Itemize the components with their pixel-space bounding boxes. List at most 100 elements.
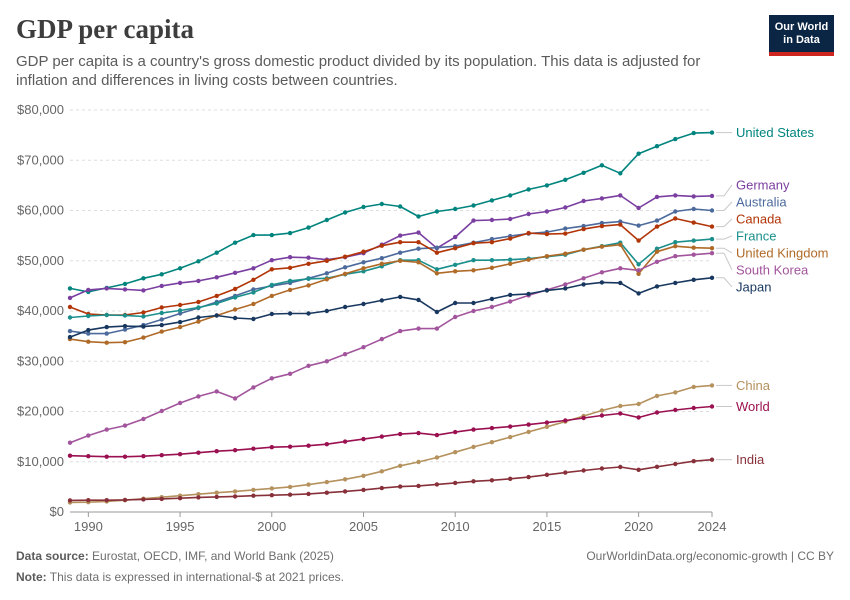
data-point[interactable] xyxy=(618,222,623,227)
data-point[interactable] xyxy=(141,497,146,502)
data-point[interactable] xyxy=(489,304,495,310)
data-point[interactable] xyxy=(416,246,421,251)
data-point[interactable] xyxy=(398,250,403,255)
data-point[interactable] xyxy=(416,260,421,265)
data-point[interactable] xyxy=(232,396,238,401)
data-point[interactable] xyxy=(104,340,109,345)
series-australia[interactable] xyxy=(67,206,715,336)
data-point[interactable] xyxy=(251,487,256,493)
data-point[interactable] xyxy=(214,490,219,495)
data-point[interactable] xyxy=(599,244,605,249)
data-point[interactable] xyxy=(599,270,605,275)
data-point[interactable] xyxy=(673,254,678,259)
data-point[interactable] xyxy=(709,246,715,251)
data-point[interactable] xyxy=(618,242,623,247)
data-point[interactable] xyxy=(618,411,623,416)
data-point[interactable] xyxy=(471,203,476,208)
data-point[interactable] xyxy=(654,144,660,149)
series-line[interactable] xyxy=(69,252,713,444)
data-point[interactable] xyxy=(214,301,219,306)
data-point[interactable] xyxy=(214,250,219,255)
data-point[interactable] xyxy=(636,151,641,156)
data-point[interactable] xyxy=(599,408,605,413)
data-point[interactable] xyxy=(434,245,440,250)
data-point[interactable] xyxy=(361,249,366,254)
data-point[interactable] xyxy=(86,433,91,438)
data-point[interactable] xyxy=(691,459,696,464)
data-point[interactable] xyxy=(122,454,128,459)
data-point[interactable] xyxy=(508,193,513,198)
data-point[interactable] xyxy=(453,480,458,486)
series-line[interactable] xyxy=(69,243,713,344)
data-point[interactable] xyxy=(104,286,109,291)
data-point[interactable] xyxy=(416,430,421,436)
data-point[interactable] xyxy=(471,479,476,484)
data-point[interactable] xyxy=(306,276,311,281)
data-point[interactable] xyxy=(177,302,183,308)
data-point[interactable] xyxy=(709,457,715,462)
data-point[interactable] xyxy=(67,328,73,334)
data-point[interactable] xyxy=(86,327,91,333)
data-point[interactable] xyxy=(361,260,366,265)
data-point[interactable] xyxy=(489,296,495,302)
data-point[interactable] xyxy=(544,420,550,425)
data-point[interactable] xyxy=(453,300,458,306)
data-point[interactable] xyxy=(269,293,274,299)
series-canada[interactable] xyxy=(67,216,715,318)
data-point[interactable] xyxy=(379,298,384,303)
data-point[interactable] xyxy=(636,238,641,243)
series-label[interactable]: Australia xyxy=(736,194,787,209)
data-point[interactable] xyxy=(306,283,311,288)
series-label[interactable]: World xyxy=(736,399,770,414)
data-point[interactable] xyxy=(453,262,458,267)
data-point[interactable] xyxy=(416,326,421,331)
data-point[interactable] xyxy=(471,444,476,450)
data-point[interactable] xyxy=(508,476,513,481)
data-point[interactable] xyxy=(526,257,531,262)
data-point[interactable] xyxy=(544,209,550,214)
data-point[interactable] xyxy=(287,311,293,316)
data-point[interactable] xyxy=(324,277,329,282)
data-point[interactable] xyxy=(86,454,91,459)
data-point[interactable] xyxy=(232,489,238,494)
data-point[interactable] xyxy=(104,331,109,336)
data-point[interactable] xyxy=(342,210,348,215)
data-point[interactable] xyxy=(269,282,274,288)
data-point[interactable] xyxy=(141,276,146,281)
data-point[interactable] xyxy=(581,468,586,473)
data-point[interactable] xyxy=(544,424,550,429)
data-point[interactable] xyxy=(177,266,183,271)
data-point[interactable] xyxy=(324,217,329,223)
data-point[interactable] xyxy=(67,498,73,503)
data-point[interactable] xyxy=(563,470,568,475)
data-point[interactable] xyxy=(398,463,403,468)
data-point[interactable] xyxy=(453,314,458,320)
data-point[interactable] xyxy=(416,240,421,245)
data-point[interactable] xyxy=(453,246,458,251)
data-point[interactable] xyxy=(361,473,366,478)
data-point[interactable] xyxy=(251,446,256,451)
data-point[interactable] xyxy=(489,258,495,263)
data-point[interactable] xyxy=(691,277,696,282)
data-point[interactable] xyxy=(709,208,715,213)
data-point[interactable] xyxy=(104,498,109,503)
data-point[interactable] xyxy=(471,218,476,223)
data-point[interactable] xyxy=(636,262,641,267)
data-point[interactable] xyxy=(287,444,293,449)
data-point[interactable] xyxy=(324,490,329,495)
data-point[interactable] xyxy=(434,209,440,214)
data-point[interactable] xyxy=(581,247,586,252)
data-point[interactable] xyxy=(398,431,403,437)
data-point[interactable] xyxy=(709,383,715,388)
data-point[interactable] xyxy=(526,474,531,480)
series-label[interactable]: India xyxy=(736,452,765,467)
data-point[interactable] xyxy=(306,225,311,230)
data-point[interactable] xyxy=(526,187,531,192)
data-point[interactable] xyxy=(544,288,550,293)
data-point[interactable] xyxy=(508,292,513,298)
data-point[interactable] xyxy=(379,469,384,474)
data-point[interactable] xyxy=(361,436,366,442)
data-point[interactable] xyxy=(324,258,329,263)
data-point[interactable] xyxy=(709,275,715,280)
data-point[interactable] xyxy=(86,498,91,503)
